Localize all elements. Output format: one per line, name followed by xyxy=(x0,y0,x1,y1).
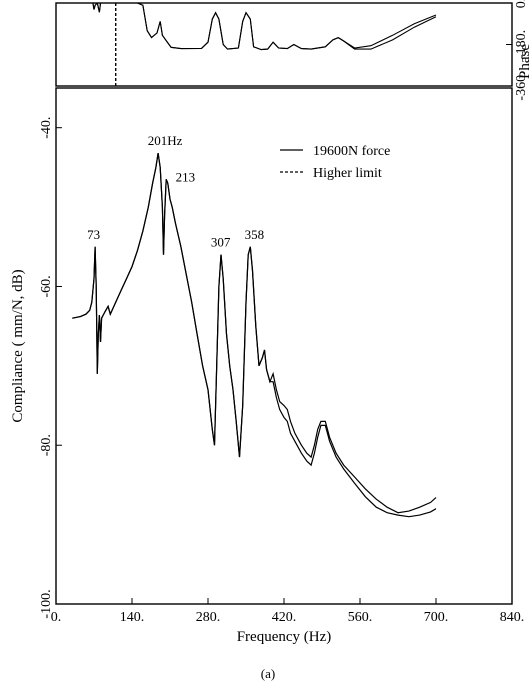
x-tick-label: 840. xyxy=(500,610,525,625)
phase-series-solid xyxy=(56,3,437,51)
phase-series-dashed xyxy=(56,3,437,51)
y-tick-label: -40. xyxy=(39,117,54,139)
peak-annotation: 73 xyxy=(87,227,100,242)
x-tick-label: 560. xyxy=(348,610,373,625)
phase-plot-frame xyxy=(55,2,513,87)
phase-y-tick-label: 0. xyxy=(514,0,529,8)
y-tick-label: -60. xyxy=(39,275,54,297)
phase-y-axis-label: Phase xyxy=(517,44,532,79)
legend-label: 19600N force xyxy=(313,144,390,159)
y-tick-label: -80. xyxy=(39,434,54,456)
peak-annotation: 213 xyxy=(176,169,196,184)
y-tick-label: -100. xyxy=(39,589,54,618)
compliance-panel: 0. 140. 280. 420. 560. 700. 840. -40. -60. -80. -1… xyxy=(10,87,525,645)
peak-annotation: 201Hz xyxy=(148,133,183,148)
phase-panel: 0. -180. -360.Phase xyxy=(55,0,532,101)
phase-y-tick-label: -360. xyxy=(514,71,529,100)
x-tick-label: 0. xyxy=(51,610,62,625)
x-axis-label: Frequency (Hz) xyxy=(237,629,332,645)
peak-annotation: 358 xyxy=(245,227,265,242)
legend-label: Higher limit xyxy=(313,166,382,181)
x-tick-label: 700. xyxy=(424,610,449,625)
compliance-series-solid xyxy=(72,153,437,514)
peak-annotation: 307 xyxy=(211,235,231,250)
y-axis-label: Compliance ( mm/N, dB) xyxy=(10,269,26,422)
phase-y-tick-label: -180. xyxy=(514,30,529,59)
x-tick-label: 280. xyxy=(196,610,221,625)
x-tick-label: 140. xyxy=(120,610,145,625)
figure-caption: (a) xyxy=(261,666,275,681)
compliance-plot-frame xyxy=(55,87,513,605)
compliance-series-dashed xyxy=(72,153,437,518)
x-tick-label: 420. xyxy=(272,610,297,625)
